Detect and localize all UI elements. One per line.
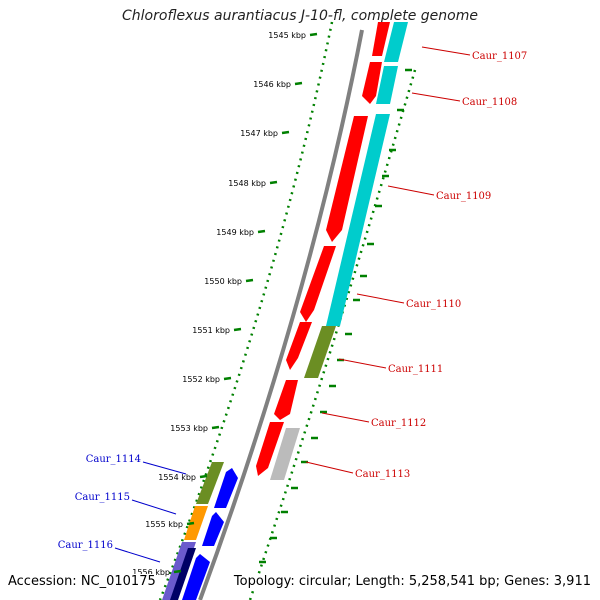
gene-label-caur-1107[interactable]: Caur_1107 xyxy=(472,51,527,62)
gene-label-caur-1109[interactable]: Caur_1109 xyxy=(436,191,491,202)
ruler-tick xyxy=(281,130,290,135)
cog-caur-1113 xyxy=(270,428,300,480)
cog-forward-track xyxy=(270,22,408,480)
cds-caur-1110[interactable] xyxy=(300,246,336,322)
cog-caur-1109 xyxy=(326,114,390,326)
ruler-tick-label: 1554 kbp xyxy=(158,473,196,482)
leader-line xyxy=(338,358,387,369)
leader-line xyxy=(356,293,405,304)
ruler-tick xyxy=(199,474,208,479)
gene-label-caur-1114[interactable]: Caur_1114 xyxy=(86,454,141,465)
cog-caur-1111 xyxy=(304,326,336,378)
ruler-tick xyxy=(223,376,232,381)
leader-line xyxy=(421,46,471,56)
leader-line xyxy=(387,185,435,196)
gene-label-caur-1112[interactable]: Caur_1112 xyxy=(371,418,426,429)
leader-line xyxy=(131,499,177,515)
ruler-tick-label: 1548 kbp xyxy=(228,179,266,188)
ruler-tick xyxy=(211,425,220,430)
ruler-tick xyxy=(309,32,318,37)
ruler-tick-label: 1546 kbp xyxy=(253,80,291,89)
gene-labels: Caur_1107 Caur_1108 Caur_1109 Caur_1110 Caur… xyxy=(58,46,527,563)
ruler-tick-label: 1545 kbp xyxy=(268,31,306,40)
cds-caur-1113[interactable] xyxy=(256,422,284,476)
ruler-tick-label: 1551 kbp xyxy=(192,326,230,335)
cds-caur-1116[interactable] xyxy=(182,554,210,600)
ruler-ticks: 1545 kbp 1546 kbp 1547 kbp 1548 kbp 1549 kbp… xyxy=(132,31,318,577)
gene-label-caur-1110[interactable]: Caur_1110 xyxy=(406,299,461,310)
gene-label-caur-1116[interactable]: Caur_1116 xyxy=(58,540,113,551)
ruler-tick xyxy=(269,180,278,185)
ruler-tick-label: 1550 kbp xyxy=(204,277,242,286)
outer-ruler-line xyxy=(248,69,417,600)
cds-caur-1108[interactable] xyxy=(362,62,382,104)
ruler-tick-label: 1555 kbp xyxy=(145,520,183,529)
leader-line xyxy=(114,547,161,563)
leader-line xyxy=(142,461,187,475)
cog-caur-1108 xyxy=(376,66,398,104)
gene-label-caur-1115[interactable]: Caur_1115 xyxy=(75,492,130,503)
ruler-tick xyxy=(257,229,266,234)
gene-label-caur-1111[interactable]: Caur_1111 xyxy=(388,364,443,375)
backbone-circle xyxy=(198,29,364,600)
accession-text: Accession: NC_010175 xyxy=(8,574,156,589)
cog-caur-1114 xyxy=(196,462,224,504)
ruler-tick xyxy=(233,327,242,332)
ruler-tick xyxy=(186,521,195,526)
map-title: Chloroflexus aurantiacus J-10-fl, comple… xyxy=(122,8,478,24)
leader-line xyxy=(305,461,354,474)
cds-caur-1109[interactable] xyxy=(326,116,368,242)
ruler-tick-label: 1549 kbp xyxy=(216,228,254,237)
leader-line xyxy=(321,412,370,423)
topology-summary: Topology: circular; Length: 5,258,541 bp… xyxy=(233,574,591,589)
leader-line xyxy=(411,92,461,102)
ruler-tick xyxy=(173,569,182,574)
cog-caur-1116-dark xyxy=(170,548,196,600)
ruler-tick-label: 1553 kbp xyxy=(170,424,208,433)
cds-caur-1112[interactable] xyxy=(274,380,298,420)
ruler-tick-label: 1547 kbp xyxy=(240,129,278,138)
ruler-tick xyxy=(294,81,303,86)
cds-caur-1114[interactable] xyxy=(214,468,238,508)
cds-caur-1115[interactable] xyxy=(202,512,224,546)
cog-caur-1115 xyxy=(184,506,208,540)
forward-cds-track xyxy=(256,22,390,476)
ruler-tick-label: 1556 kbp xyxy=(132,568,170,577)
gene-label-caur-1113[interactable]: Caur_1113 xyxy=(355,469,410,480)
cds-caur-1107[interactable] xyxy=(372,22,390,56)
cds-caur-1111[interactable] xyxy=(286,322,312,370)
cog-caur-1107 xyxy=(384,22,408,62)
gene-label-caur-1108[interactable]: Caur_1108 xyxy=(462,97,517,108)
ruler-tick-label: 1552 kbp xyxy=(182,375,220,384)
ruler-tick xyxy=(245,278,254,283)
